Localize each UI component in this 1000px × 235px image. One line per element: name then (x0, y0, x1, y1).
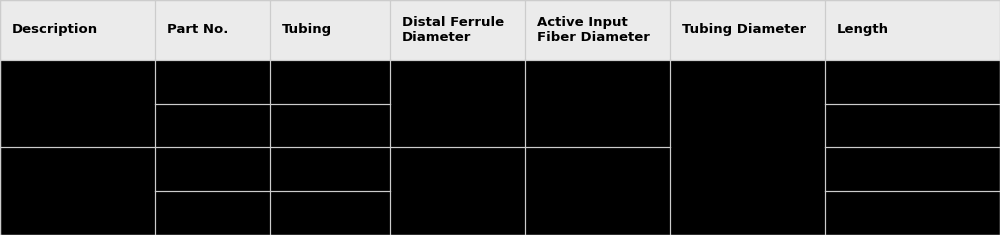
Bar (270, 104, 390, 148)
Bar (390, 60, 525, 148)
Bar (525, 0, 670, 60)
Text: Distal Ferrule
Diameter: Distal Ferrule Diameter (402, 16, 504, 44)
Bar (525, 148, 670, 235)
Bar (270, 60, 390, 104)
Bar (525, 60, 670, 148)
Bar (155, 104, 270, 148)
Bar (270, 0, 390, 60)
Bar (0, 0, 155, 60)
Bar (825, 148, 1000, 191)
Bar (270, 191, 390, 235)
Bar (270, 148, 390, 191)
Text: Length: Length (837, 24, 889, 36)
Bar (390, 0, 525, 60)
Bar (155, 60, 270, 104)
Bar (155, 0, 270, 60)
Bar (825, 191, 1000, 235)
Bar (390, 148, 525, 235)
Text: Part No.: Part No. (167, 24, 228, 36)
Text: Tubing Diameter: Tubing Diameter (682, 24, 806, 36)
Bar (155, 191, 270, 235)
Bar (670, 60, 825, 235)
Bar (0, 60, 155, 148)
Bar (0, 148, 155, 235)
Bar (825, 0, 1000, 60)
Bar (825, 60, 1000, 104)
Bar (155, 148, 270, 191)
Bar (825, 104, 1000, 148)
Bar (670, 0, 825, 60)
Text: Tubing: Tubing (282, 24, 332, 36)
Text: Description: Description (12, 24, 98, 36)
Text: Active Input
Fiber Diameter: Active Input Fiber Diameter (537, 16, 650, 44)
